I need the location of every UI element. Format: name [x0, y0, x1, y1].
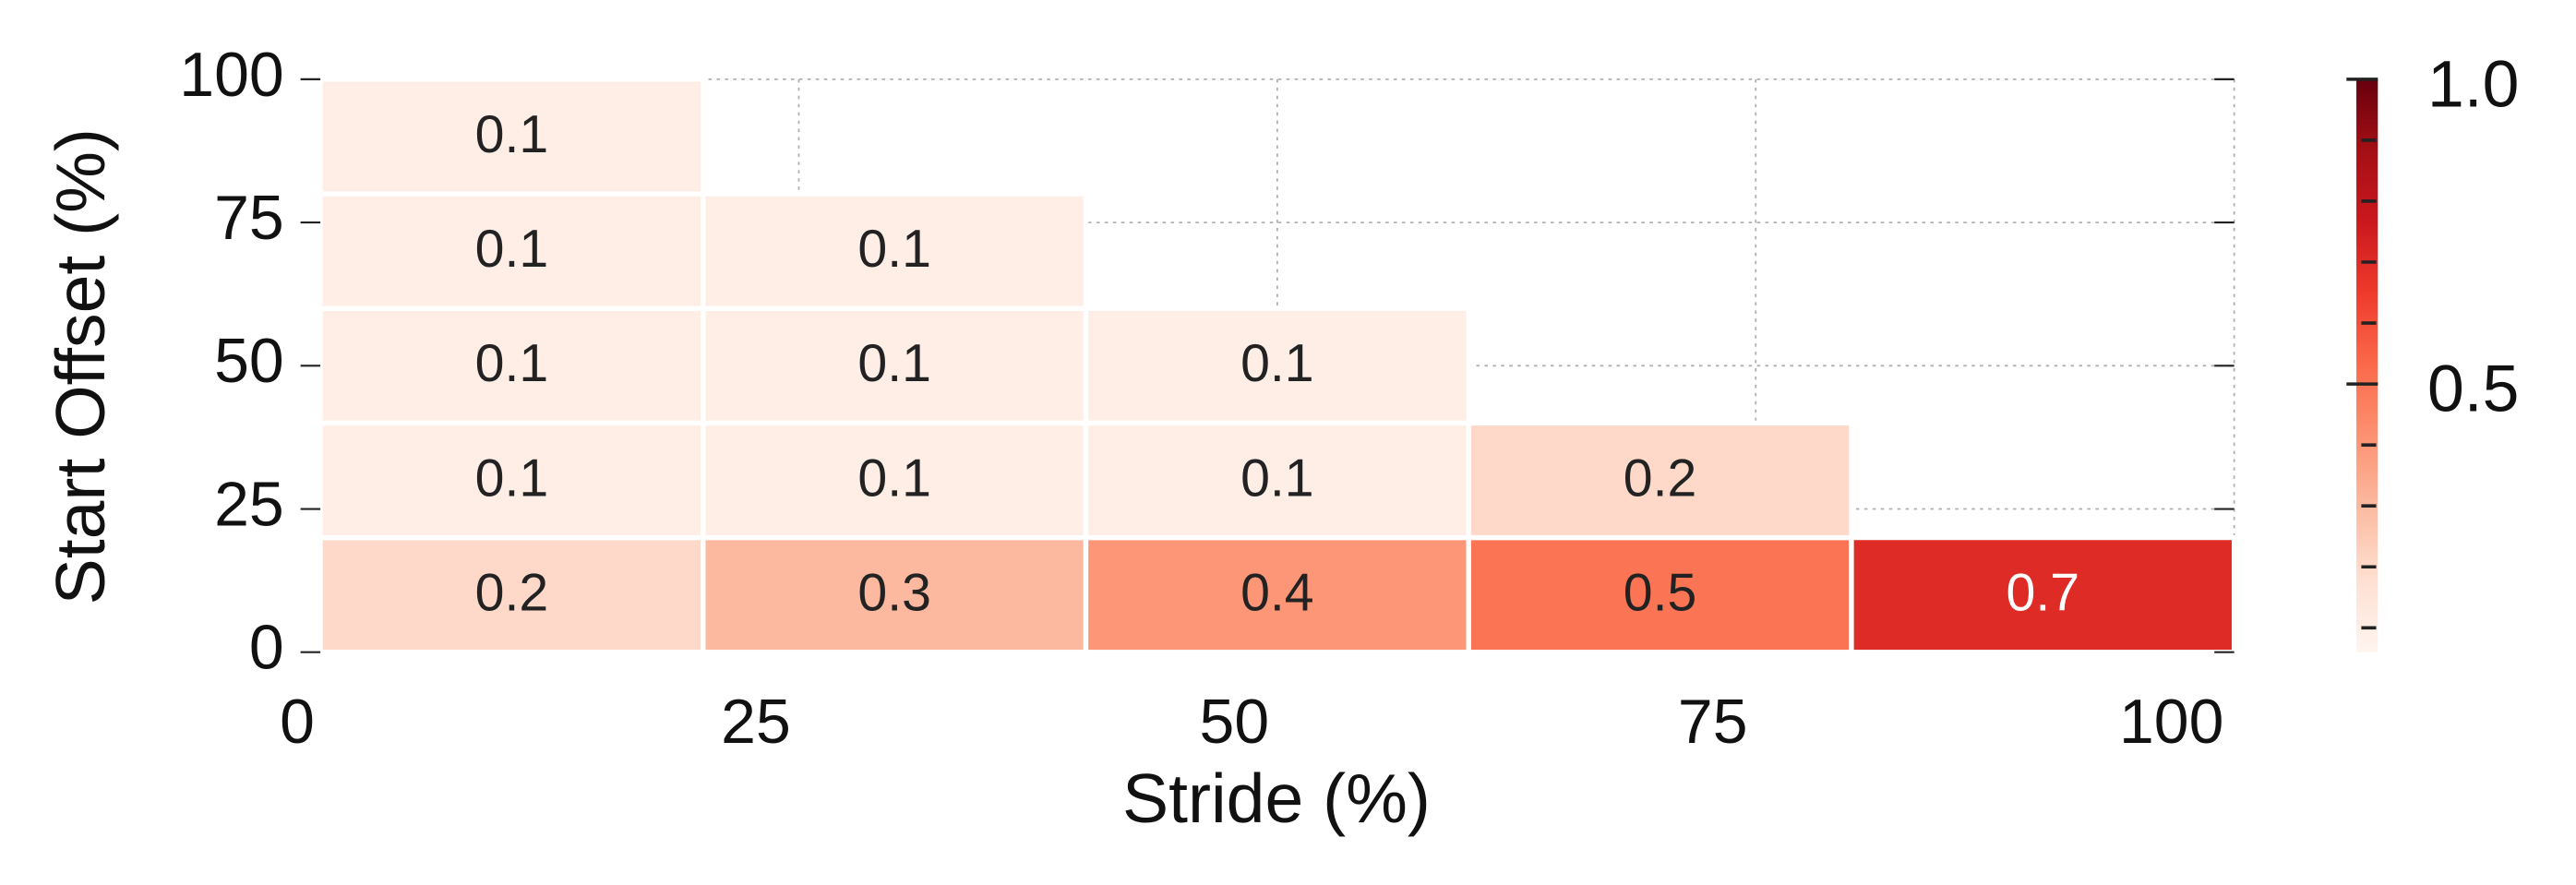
heatmap-cell [701, 420, 1089, 541]
colorbar [2356, 78, 2378, 652]
x-tick-label: 50 [1200, 687, 1270, 757]
cell-label: 0.1 [475, 105, 549, 164]
cell-label: 0.4 [1240, 564, 1314, 623]
y-axis-label: Start Offset (%) [42, 128, 119, 604]
y-tick-label: 50 [214, 326, 284, 396]
colorbar-tick-label: 1.0 [2427, 48, 2519, 122]
heatmap-cell [318, 420, 706, 541]
cell-label: 0.1 [857, 448, 931, 508]
heatmap-cell [1083, 305, 1471, 426]
y-tick-label: 0 [249, 613, 284, 683]
y-tick-label: 25 [214, 469, 284, 539]
cell-label: 0.1 [475, 448, 549, 508]
x-tick-label: 0 [280, 687, 315, 757]
heatmap-cell [701, 191, 1089, 311]
cell-label: 0.7 [2007, 564, 2080, 623]
colorbar-tick-label: 0.5 [2427, 353, 2519, 426]
cell-label: 0.1 [475, 334, 549, 393]
cell-label: 0.1 [857, 334, 931, 393]
cell-label: 0.5 [1623, 564, 1697, 623]
heatmap-cell [1083, 420, 1471, 541]
x-tick-label: 100 [2119, 687, 2223, 757]
cell-label: 0.1 [475, 220, 549, 279]
cell-label: 0.1 [857, 220, 931, 279]
heatmap-cell [701, 305, 1089, 426]
cell-label: 0.2 [1623, 448, 1697, 508]
heatmap-cell [318, 77, 706, 197]
x-axis-label: Stride (%) [1122, 759, 1431, 837]
cell-label: 0.2 [475, 564, 549, 623]
cell-label: 0.1 [1240, 448, 1314, 508]
y-tick-label: 100 [179, 40, 283, 110]
x-tick-label: 75 [1678, 687, 1748, 757]
heatmap-cell [1466, 420, 1854, 541]
cell-label: 0.1 [1240, 334, 1314, 393]
y-tick-label: 75 [214, 183, 284, 253]
heatmap-cell [1849, 534, 2237, 655]
cell-label: 0.3 [857, 564, 931, 623]
x-tick-label: 25 [721, 687, 791, 757]
